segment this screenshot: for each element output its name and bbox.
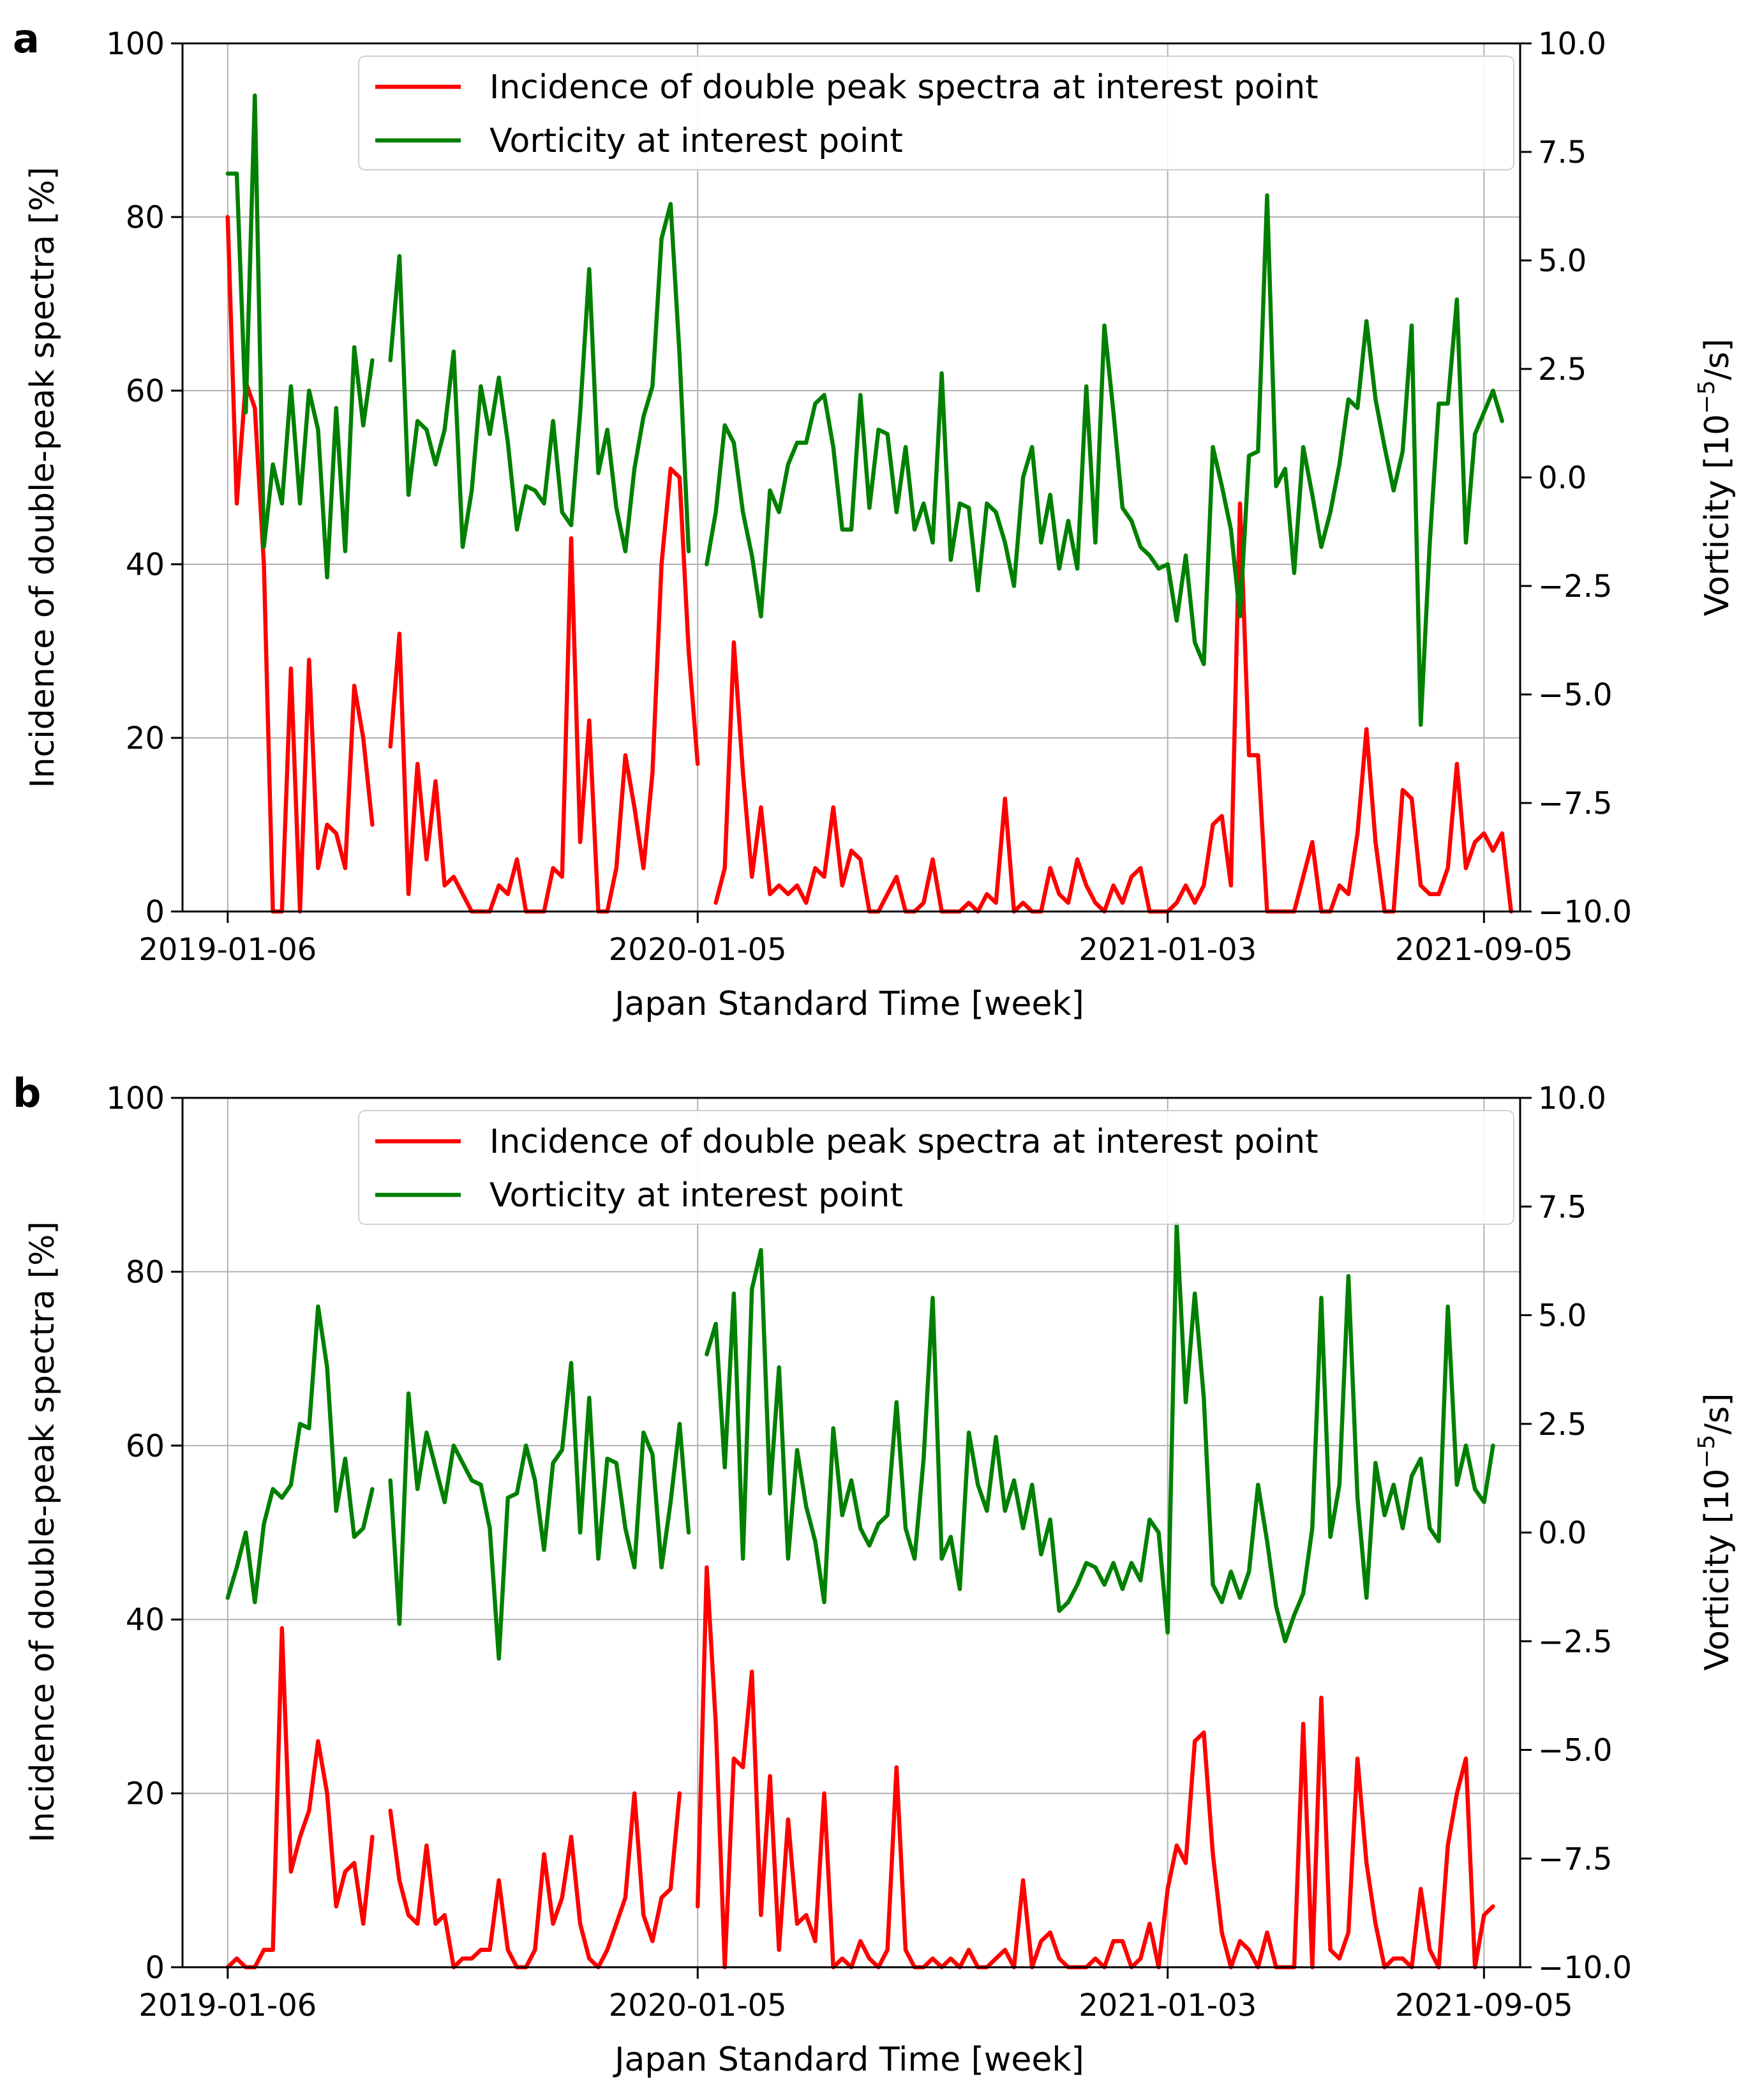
panel-b-x-tick-label: 2019-01-06 [138,1988,317,2023]
panel-b-y-tick-label: 40 [126,1602,165,1638]
panel-a-plot-frame [181,42,1521,913]
panel-a-y-axis-label: Incidence of double-peak spectra [%] [24,167,62,788]
panel-b-y-tick-label: 80 [126,1254,165,1290]
panel-a-y-tick-label: 100 [106,26,165,62]
panel-b-y2-tick-label: −2.5 [1538,1624,1613,1660]
panel-a-y-tick-label: 60 [126,373,165,409]
panel-b-y2-tick-label: −10.0 [1538,1950,1632,1986]
panel-b-y-tick-label: 20 [126,1776,165,1812]
panel-a-y2-tick-label: −10.0 [1538,894,1632,930]
panel-b-legend-vorticity-label: Vorticity at interest point [489,1176,903,1215]
panel-a-y2-tick-label: −5.0 [1538,677,1613,713]
panel-a-y2-tick-label: 2.5 [1538,352,1587,387]
panel-b-y-tick-label: 60 [126,1429,165,1464]
panel-b-x-tick-label: 2021-01-03 [1079,1988,1257,2023]
panel-b-y2-tick-label: 5.0 [1538,1298,1587,1334]
panel-a-y2-tick-label: −2.5 [1538,569,1613,604]
panel-b-y2-tick-label: −5.0 [1538,1733,1613,1769]
panel-b-incidence-series-line [225,1565,1495,1970]
panel-a-legend-box [358,56,1514,170]
panel-a-y-tick-label: 0 [145,894,165,930]
panel-a-vorticity-series-line [225,93,1504,727]
panel-a-x-tick-label: 2020-01-05 [609,932,787,968]
panel-a-x-tick-label: 2021-01-03 [1079,932,1257,968]
panel-a-y-tick-label: 80 [126,200,165,236]
panel-a-legend-incidence-label: Incidence of double peak spectra at inte… [489,68,1318,107]
panel-b-x-tick-label: 2021-09-05 [1395,1988,1573,2023]
panel-b-y2-tick-label: 2.5 [1538,1407,1587,1443]
panel-a-y-tick-label: 20 [126,721,165,756]
panel-b-x-axis-label: Japan Standard Time [week] [613,2041,1084,2079]
panel-b-y2-tick-label: −7.5 [1538,1841,1613,1877]
panel-a-legend-vorticity-label: Vorticity at interest point [489,122,903,160]
panel-b-y2-tick-label: 10.0 [1538,1081,1606,1116]
panel-b-x-tick-label: 2020-01-05 [609,1988,787,2023]
panel-a-y2-axis-label: Vorticity [10−5/s] [1694,339,1736,617]
panel-a-letter: a [13,15,40,62]
panel-a-chart: a Japan Standard Time [week] Incidence o… [13,15,1736,1023]
panel-b-vorticity-series-line [225,1222,1495,1661]
panel-a-y2-tick-label: 5.0 [1538,243,1587,279]
panel-b-y2-axis-label: Vorticity [10−5/s] [1694,1393,1736,1671]
panel-b-letter: b [13,1070,41,1116]
panel-a-y2-tick-label: −7.5 [1538,786,1613,821]
panel-b-plot-frame [181,1097,1521,1969]
panel-a-y2-tick-label: 0.0 [1538,460,1587,496]
panel-a-x-tick-label: 2021-09-05 [1395,932,1573,968]
panel-b-chart: b Japan Standard Time [week] Incidence o… [13,1070,1736,2079]
panel-b-y-tick-label: 100 [106,1081,165,1116]
panel-a-x-axis-label: Japan Standard Time [week] [613,985,1084,1023]
panel-b-y-axis-label: Incidence of double-peak spectra [%] [24,1221,62,1842]
panel-a-x-tick-label: 2019-01-06 [138,932,317,968]
panel-a-y2-tick-label: 7.5 [1538,135,1587,170]
panel-a-y-tick-label: 40 [126,547,165,583]
panel-b-y2-tick-label: 7.5 [1538,1189,1587,1225]
panel-b-y-tick-label: 0 [145,1950,165,1986]
panel-b-legend-incidence-label: Incidence of double peak spectra at inte… [489,1123,1318,1161]
panel-b-y2-tick-label: 0.0 [1538,1515,1587,1551]
panel-b-legend-box [358,1110,1514,1225]
panel-a-y2-tick-label: 10.0 [1538,26,1606,62]
